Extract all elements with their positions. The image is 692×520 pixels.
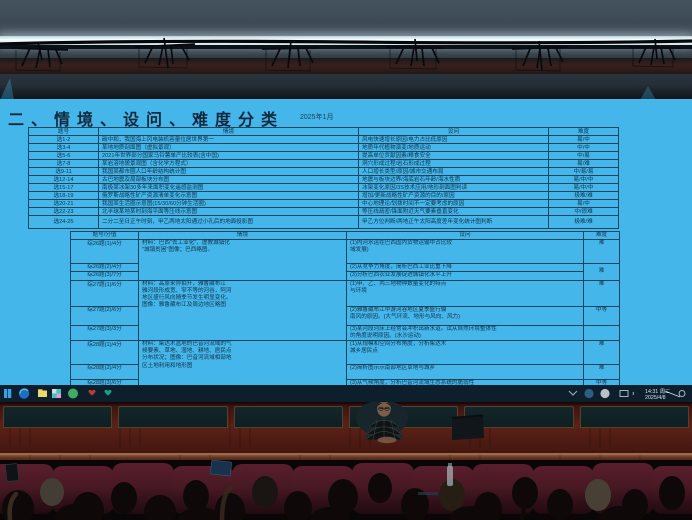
svg-text:2025/4/8: 2025/4/8	[645, 395, 666, 401]
